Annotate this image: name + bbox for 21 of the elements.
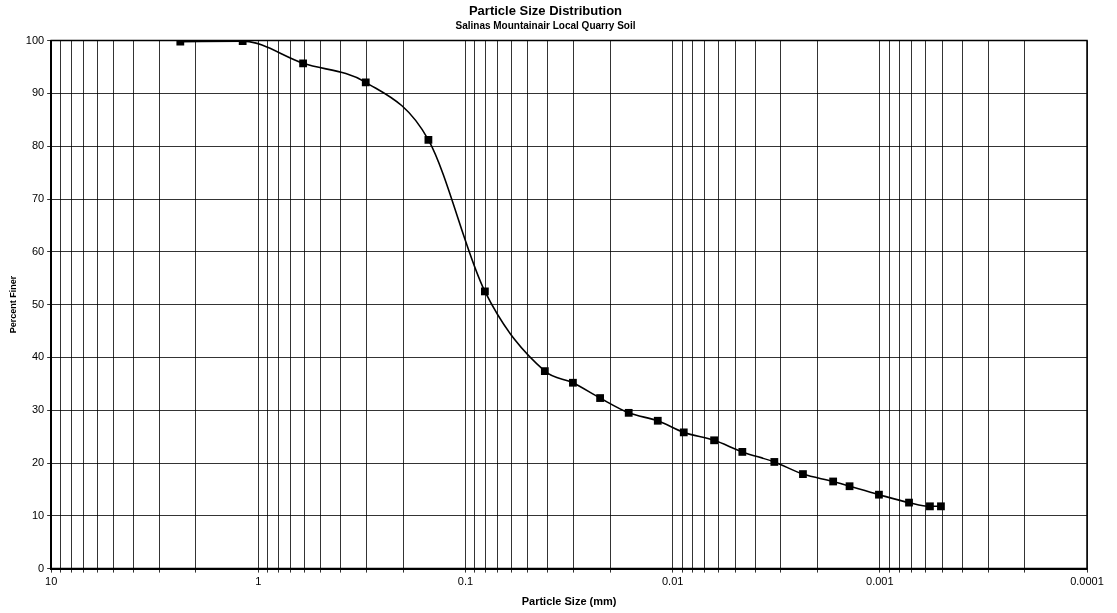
y-axis-title: Percent Finer [7,275,18,334]
y-tick-label: 80 [31,139,45,152]
y-tick-label: 60 [31,244,45,257]
chart-subtitle: Salinas Mountainair Local Quarry Soil [455,20,636,32]
y-tick-label: 70 [31,192,45,205]
y-tick-label: 0 [38,561,45,574]
x-tick-label: 1 [255,575,262,588]
x-tick-label: 0.01 [661,575,684,588]
y-tick-label: 20 [31,456,45,469]
y-tick-label: 10 [31,508,45,521]
y-tick-label: 30 [31,403,45,416]
y-tick-label: 100 [25,33,45,46]
y-tick-label: 50 [31,297,45,310]
y-tick-label: 90 [31,86,45,99]
x-tick-label: 0.0001 [1070,575,1104,588]
y-tick-label: 40 [31,350,45,363]
chart-title: Particle Size Distribution [468,3,623,19]
x-tick-label: 10 [45,575,58,588]
x-axis-title: Particle Size (mm) [521,595,617,608]
x-tick-label: 0.001 [866,575,894,588]
x-tick-label: 0.1 [457,575,474,588]
